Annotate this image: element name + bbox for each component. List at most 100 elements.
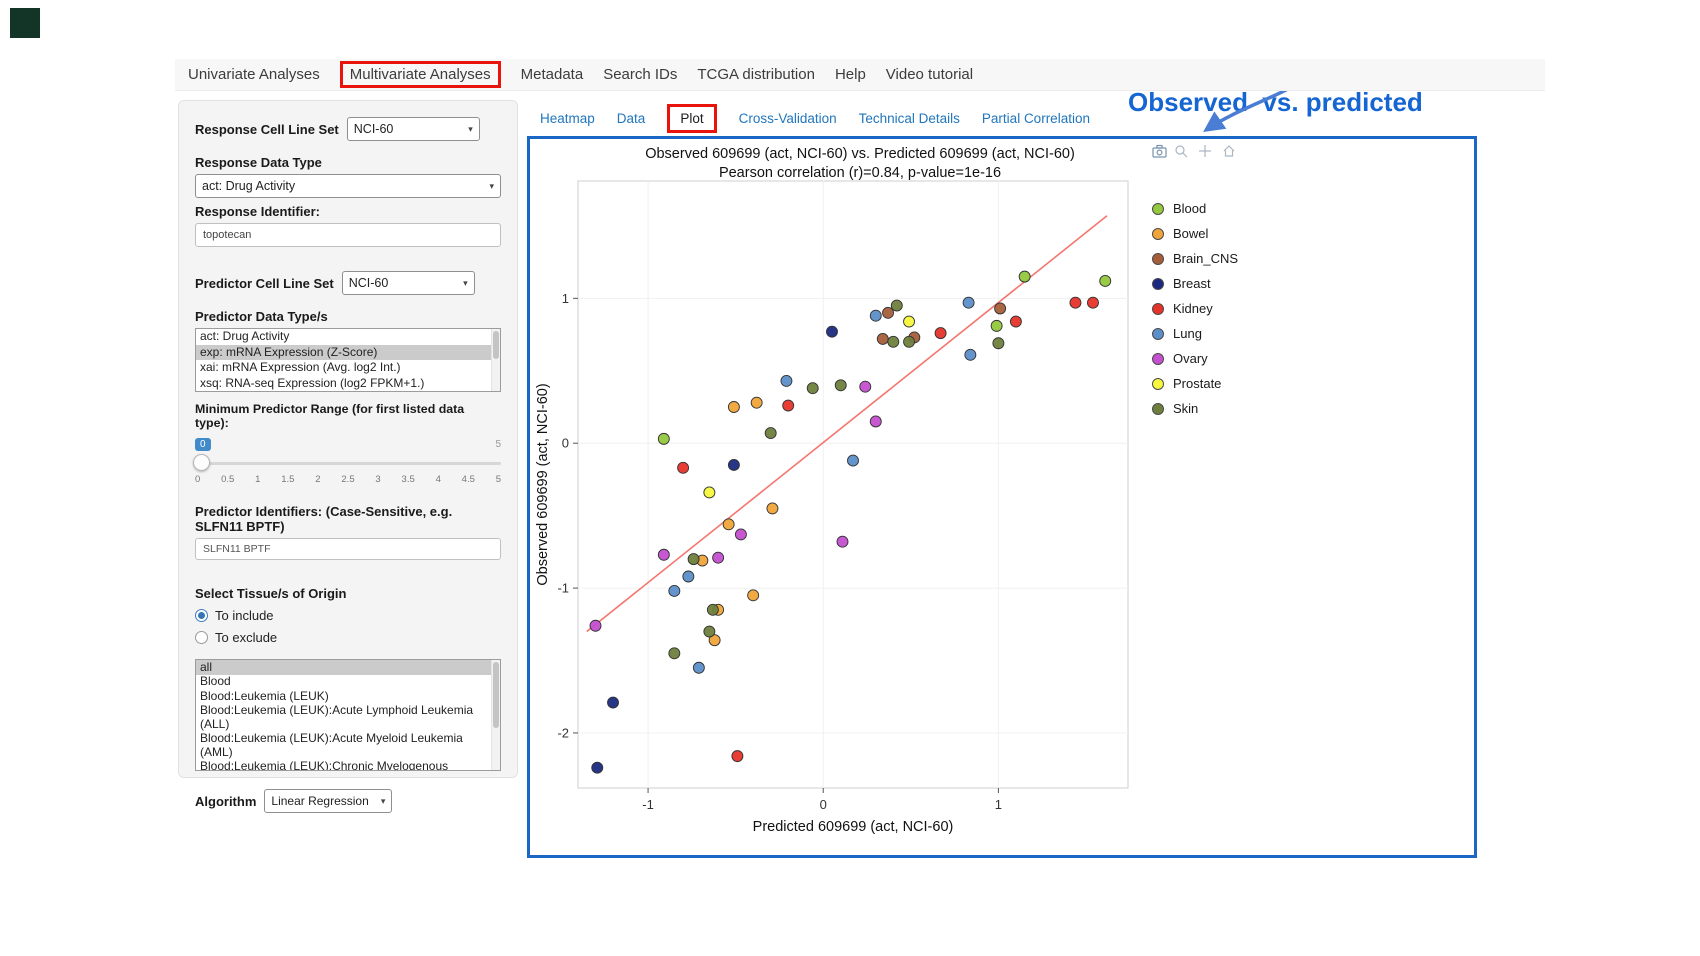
- data-point-blood[interactable]: [1018, 270, 1031, 283]
- data-point-skin[interactable]: [834, 379, 847, 392]
- data-point-skin[interactable]: [764, 427, 777, 440]
- data-point-kidney[interactable]: [934, 327, 947, 340]
- tab-data[interactable]: Data: [616, 110, 646, 126]
- tab-plot[interactable]: Plot: [667, 103, 717, 133]
- scrollbar[interactable]: [491, 660, 500, 770]
- zoom-icon[interactable]: [1175, 145, 1188, 158]
- data-point-prostate[interactable]: [703, 486, 716, 499]
- radio-button-icon[interactable]: [195, 609, 208, 622]
- tab-technical-details[interactable]: Technical Details: [858, 110, 960, 126]
- data-point-kidney[interactable]: [1087, 296, 1099, 309]
- data-point-kidney[interactable]: [1009, 315, 1022, 328]
- data-point-skin[interactable]: [706, 603, 719, 616]
- data-point-lung[interactable]: [847, 454, 859, 467]
- data-point-breast[interactable]: [727, 458, 740, 471]
- data-point-ovary[interactable]: [869, 415, 882, 428]
- data-point-breast[interactable]: [607, 696, 619, 709]
- data-point-lung[interactable]: [964, 348, 977, 361]
- tab-partial-correlation[interactable]: Partial Correlation: [981, 110, 1090, 126]
- data-point-skin[interactable]: [687, 553, 700, 566]
- data-point-skin[interactable]: [703, 625, 716, 638]
- algorithm-select[interactable]: Linear Regression ▾: [264, 789, 393, 813]
- data-point-breast[interactable]: [826, 325, 838, 338]
- data-point-brain-cns[interactable]: [882, 306, 894, 319]
- response-cell-line-set-select[interactable]: NCI-60 ▾: [346, 117, 480, 141]
- option-xai-mrna-expression-avg-log2-int[interactable]: xai: mRNA Expression (Avg. log2 Int.): [200, 360, 401, 374]
- data-point-kidney[interactable]: [782, 399, 795, 412]
- legend-item-skin[interactable]: Skin: [1152, 401, 1238, 416]
- option-all[interactable]: all: [196, 660, 491, 675]
- scrollbar[interactable]: [491, 329, 500, 391]
- data-point-kidney[interactable]: [1069, 296, 1082, 309]
- camera-icon[interactable]: [1152, 144, 1167, 158]
- data-point-ovary[interactable]: [589, 619, 602, 632]
- legend-item-breast[interactable]: Breast: [1152, 276, 1238, 291]
- data-point-bowel[interactable]: [750, 396, 763, 409]
- data-point-prostate[interactable]: [903, 315, 916, 328]
- data-point-bowel[interactable]: [722, 518, 735, 531]
- data-point-lung[interactable]: [869, 309, 882, 322]
- data-point-breast[interactable]: [591, 761, 604, 774]
- data-point-skin[interactable]: [668, 647, 681, 660]
- data-point-blood[interactable]: [1099, 275, 1112, 287]
- data-point-blood[interactable]: [990, 319, 1003, 332]
- data-point-brain-cns[interactable]: [876, 332, 889, 345]
- response-data-type-select[interactable]: act: Drug Activity ▾: [195, 174, 501, 198]
- data-point-bowel[interactable]: [727, 401, 740, 413]
- nav-item-multivariate-analyses[interactable]: Multivariate Analyses: [339, 61, 501, 88]
- option-blood-leukemia-leuk-acute-lymphoid-leukemia-all[interactable]: Blood:Leukemia (LEUK):Acute Lymphoid Leu…: [200, 703, 474, 731]
- slider-handle[interactable]: [193, 454, 210, 471]
- data-point-lung[interactable]: [962, 296, 975, 309]
- data-point-blood[interactable]: [657, 432, 670, 445]
- data-point-ovary[interactable]: [657, 548, 670, 561]
- data-point-bowel[interactable]: [747, 589, 760, 602]
- data-point-ovary[interactable]: [859, 380, 872, 393]
- slider-track[interactable]: [195, 462, 501, 465]
- pan-icon[interactable]: [1199, 145, 1211, 157]
- nav-item-tcga-distribution[interactable]: TCGA distribution: [697, 66, 815, 83]
- nav-item-metadata[interactable]: Metadata: [520, 66, 584, 83]
- scrollbar-thumb[interactable]: [493, 662, 499, 728]
- data-point-ovary[interactable]: [734, 528, 747, 541]
- legend-item-blood[interactable]: Blood: [1152, 201, 1238, 216]
- option-xsq-rna-seq-expression-log2-fpkm-1[interactable]: xsq: RNA-seq Expression (log2 FPKM+1.): [200, 375, 425, 390]
- data-point-kidney[interactable]: [677, 461, 690, 474]
- option-act-drug-activity[interactable]: act: Drug Activity: [200, 329, 290, 343]
- tissue-list[interactable]: all Blood Blood:Leukemia (LEUK) Blood:Leuke…: [195, 659, 501, 771]
- data-point-brain-cns[interactable]: [994, 302, 1007, 315]
- radio-to-include[interactable]: To include: [195, 608, 501, 623]
- data-point-skin[interactable]: [992, 337, 1005, 350]
- legend-item-bowel[interactable]: Bowel: [1152, 226, 1238, 241]
- radio-to-exclude[interactable]: To exclude: [195, 630, 501, 645]
- legend-item-brain-cns[interactable]: Brain_CNS: [1152, 251, 1238, 266]
- predictor-cell-line-set-select[interactable]: NCI-60 ▾: [341, 271, 475, 295]
- data-point-bowel[interactable]: [766, 502, 779, 515]
- predictor-data-type-list[interactable]: act: Drug Activity exp: mRNA Expression (…: [195, 328, 501, 392]
- option-blood-leukemia-leuk-acute-myeloid-leukemia-aml[interactable]: Blood:Leukemia (LEUK):Acute Myeloid Leuk…: [200, 731, 463, 759]
- nav-item-univariate-analyses[interactable]: Univariate Analyses: [188, 66, 320, 83]
- option-blood-leukemia-leuk[interactable]: Blood:Leukemia (LEUK): [200, 688, 329, 703]
- data-point-skin[interactable]: [887, 335, 900, 348]
- data-point-ovary[interactable]: [712, 551, 725, 564]
- nav-item-search-ids[interactable]: Search IDs: [603, 66, 678, 83]
- scatter-plot-svg[interactable]: -1 0 1 1 0 -1 -2 Predicted 609699 (act, NCI-60)…: [530, 179, 1190, 847]
- data-point-skin[interactable]: [903, 335, 916, 348]
- plot-panel[interactable]: [577, 180, 1129, 789]
- scrollbar-thumb[interactable]: [493, 331, 499, 359]
- legend-item-prostate[interactable]: Prostate: [1152, 376, 1238, 391]
- option-exp-mrna-expression-z-score[interactable]: exp: mRNA Expression (Z-Score): [196, 344, 491, 360]
- option-blood-leukemia-leuk-chronic-myelogenous-leukemia-cml[interactable]: Blood:Leukemia (LEUK):Chronic Myelogenou…: [200, 759, 449, 771]
- response-identifier-input[interactable]: [195, 223, 501, 247]
- legend-item-kidney[interactable]: Kidney: [1152, 301, 1238, 316]
- legend-item-lung[interactable]: Lung: [1152, 326, 1238, 341]
- legend-item-ovary[interactable]: Ovary: [1152, 351, 1238, 366]
- data-point-lung[interactable]: [682, 570, 695, 583]
- data-point-skin[interactable]: [890, 299, 903, 312]
- data-point-kidney[interactable]: [731, 750, 744, 763]
- tab-cross-validation[interactable]: Cross-Validation: [738, 110, 837, 126]
- nav-item-video-tutorial[interactable]: Video tutorial: [885, 66, 974, 83]
- data-point-lung[interactable]: [668, 585, 681, 597]
- radio-button-icon[interactable]: [195, 631, 208, 644]
- home-icon[interactable]: [1223, 145, 1235, 157]
- data-point-ovary[interactable]: [836, 535, 849, 548]
